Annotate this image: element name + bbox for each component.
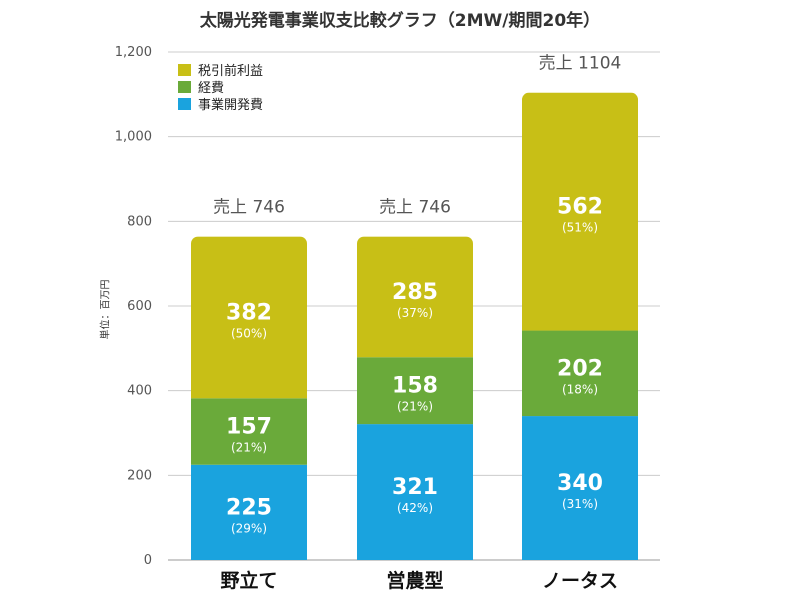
y-tick-label-0: 0 bbox=[144, 553, 152, 568]
bar-segment-0-2 bbox=[191, 236, 307, 399]
total-label-0: 売上 746 bbox=[213, 198, 285, 218]
bar-0 bbox=[191, 236, 307, 560]
segment-percent-label-2-2: (51%) bbox=[562, 221, 598, 235]
segment-percent-label-0-2: (50%) bbox=[231, 326, 267, 340]
y-tick-label-200: 200 bbox=[127, 468, 152, 483]
segment-value-label-2-1: 202 bbox=[557, 356, 603, 381]
data-labels: 225(29%)157(21%)382(50%)売上 746321(42%)15… bbox=[213, 54, 621, 536]
legend-label-2: 税引前利益 bbox=[198, 63, 263, 79]
bar-segment-0-1 bbox=[191, 398, 307, 465]
bars bbox=[191, 92, 638, 560]
segment-percent-label-1-0: (42%) bbox=[397, 501, 433, 515]
bar-segment-1-2 bbox=[357, 236, 473, 358]
y-tick-label-800: 800 bbox=[127, 214, 152, 229]
bar-segment-2-0 bbox=[522, 416, 638, 560]
category-labels: 野立て 営農型 ノータス bbox=[220, 569, 618, 592]
segment-value-label-2-2: 562 bbox=[557, 195, 603, 220]
bar-segment-1-0 bbox=[357, 424, 473, 560]
legend-label-0: 事業開発費 bbox=[198, 97, 263, 113]
total-label-2: 売上 1104 bbox=[539, 54, 622, 74]
bar-segment-1-1 bbox=[357, 357, 473, 425]
legend-swatch-2 bbox=[178, 64, 191, 76]
bar-2 bbox=[522, 92, 638, 560]
segment-percent-label-1-1: (21%) bbox=[397, 400, 433, 414]
segment-percent-label-1-2: (37%) bbox=[397, 306, 433, 320]
segment-value-label-0-1: 157 bbox=[226, 415, 272, 440]
segment-value-label-1-1: 158 bbox=[392, 374, 438, 399]
chart-title: 太陽光発電事業収支比較グラフ（2MW/期間20年） bbox=[199, 11, 601, 31]
legend-label-1: 経費 bbox=[198, 81, 224, 96]
bar-segment-0-0 bbox=[191, 464, 307, 560]
segment-value-label-0-2: 382 bbox=[226, 300, 272, 325]
y-tick-label-400: 400 bbox=[127, 384, 152, 399]
bar-segment-2-2 bbox=[522, 92, 638, 331]
segment-percent-label-2-1: (18%) bbox=[562, 382, 598, 396]
y-tick-label-1000: 1,000 bbox=[115, 130, 152, 145]
segment-percent-label-0-1: (21%) bbox=[231, 441, 267, 455]
segment-value-label-1-2: 285 bbox=[392, 280, 438, 305]
segment-value-label-0-0: 225 bbox=[226, 495, 272, 520]
y-tick-label-1200: 1,200 bbox=[115, 45, 152, 60]
category-label-0: 野立て bbox=[220, 569, 277, 592]
total-label-1: 売上 746 bbox=[379, 198, 451, 218]
category-label-1: 営農型 bbox=[386, 569, 443, 592]
bar-segment-2-1 bbox=[522, 330, 638, 417]
segment-percent-label-0-0: (29%) bbox=[231, 521, 267, 535]
segment-value-label-1-0: 321 bbox=[392, 475, 438, 500]
segment-value-label-2-0: 340 bbox=[557, 471, 603, 496]
y-tick-label-600: 600 bbox=[127, 299, 152, 314]
segment-percent-label-2-0: (31%) bbox=[562, 497, 598, 511]
legend-swatch-1 bbox=[178, 81, 191, 93]
category-label-2: ノータス bbox=[542, 570, 618, 592]
legend-swatch-0 bbox=[178, 98, 191, 110]
y-axis-ticks: 0 200 400 600 800 1,000 1,200 bbox=[115, 45, 152, 568]
bar-1 bbox=[357, 236, 473, 560]
